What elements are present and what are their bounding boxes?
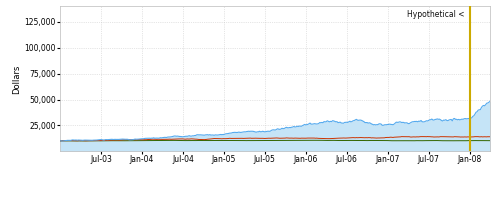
Y-axis label: Dollars: Dollars: [12, 64, 22, 94]
Text: Hypothetical <: Hypothetical <: [406, 10, 464, 19]
